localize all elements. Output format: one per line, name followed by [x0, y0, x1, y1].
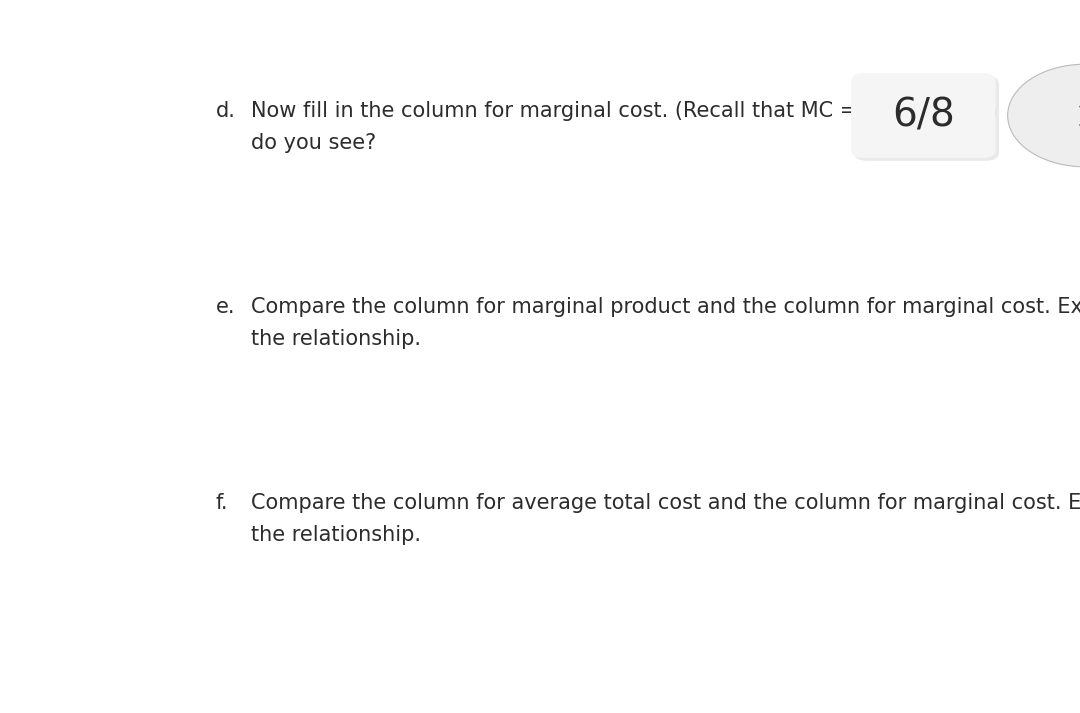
Text: Compare the column for average total cost and the column for marginal cost. Expl: Compare the column for average total cos…	[251, 493, 1080, 513]
Text: ▼: ▼	[1079, 122, 1080, 140]
FancyBboxPatch shape	[854, 76, 999, 161]
Text: f.: f.	[216, 493, 229, 513]
FancyBboxPatch shape	[851, 73, 996, 158]
Text: Now fill in the column for marginal cost. (Recall that MC = ΔTC/ΔQ.) Wh: Now fill in the column for marginal cost…	[251, 101, 997, 120]
Text: 6/8: 6/8	[892, 96, 955, 135]
Text: Compare the column for marginal product and the column for marginal cost. Explai: Compare the column for marginal product …	[251, 297, 1080, 317]
Circle shape	[1008, 64, 1080, 167]
Text: the relationship.: the relationship.	[251, 329, 420, 349]
Text: the relationship.: the relationship.	[251, 525, 420, 545]
Text: d.: d.	[216, 101, 235, 120]
Text: do you see?: do you see?	[251, 133, 376, 153]
Text: e.: e.	[216, 297, 235, 317]
Text: ▲: ▲	[1079, 91, 1080, 109]
